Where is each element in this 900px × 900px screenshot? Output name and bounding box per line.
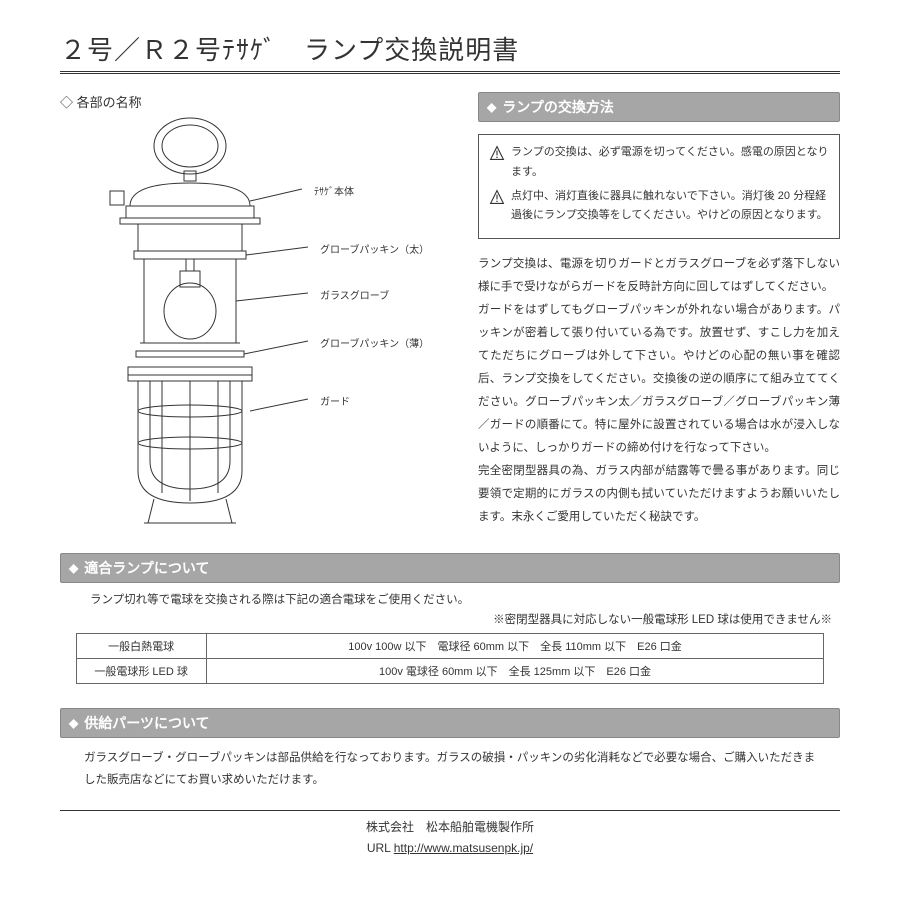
- warning-item: 点灯中、消灯直後に器具に触れないで下さい。消灯後 20 分程経過後にランプ交換等…: [489, 187, 829, 227]
- cell-name: 一般電球形 LED 球: [76, 659, 206, 684]
- footer: 株式会社 松本船舶電機製作所 URL http://www.matsusenpk…: [60, 810, 840, 860]
- right-column: ◆ ランプの交換方法 ランプの交換は、必ず電源を切ってください。感電の原因となり…: [478, 92, 840, 537]
- parts-heading-bar: ◆ 供給パーツについて: [60, 708, 840, 738]
- diamond-icon: ◆: [69, 716, 78, 730]
- lamp-svg: [50, 111, 430, 541]
- label-packing-thin: グローブパッキン（薄）: [320, 335, 429, 350]
- diamond-icon: ◆: [487, 100, 496, 114]
- diamond-icon: ◆: [69, 561, 78, 575]
- warning-box: ランプの交換は、必ず電源を切ってください。感電の原因となります。 点灯中、消灯直…: [478, 134, 840, 239]
- label-packing-thick: グローブパッキン（太）: [320, 241, 429, 256]
- compat-table: 一般白熱電球 100v 100w 以下 電球径 60mm 以下 全長 110mm…: [76, 633, 825, 684]
- compat-heading: 適合ランプについて: [84, 558, 209, 578]
- parts-names-heading: ◇ 各部の名称: [60, 92, 460, 111]
- label-body: ﾃｻｹﾞ本体: [314, 183, 354, 198]
- table-row: 一般白熱電球 100v 100w 以下 電球径 60mm 以下 全長 110mm…: [76, 634, 824, 659]
- compat-note: ※密閉型器具に対応しない一般電球形 LED 球は使用できません※: [60, 611, 832, 627]
- compat-heading-bar: ◆ 適合ランプについて: [60, 553, 840, 583]
- replacement-heading-bar: ◆ ランプの交換方法: [478, 92, 840, 122]
- company-url[interactable]: http://www.matsusenpk.jp/: [394, 841, 533, 855]
- lamp-diagram: ﾃｻｹﾞ本体 グローブパッキン（太） ガラスグローブ グローブパッキン（薄） ガ…: [60, 117, 460, 537]
- company-name: 株式会社 松本船舶電機製作所: [60, 817, 840, 839]
- main-two-column: ◇ 各部の名称: [60, 92, 840, 537]
- cell-name: 一般白熱電球: [76, 634, 206, 659]
- replacement-heading: ランプの交換方法: [502, 97, 614, 117]
- compat-intro: ランプ切れ等で電球を交換される際は下記の適合電球をご使用ください。: [90, 591, 840, 607]
- label-guard: ガード: [320, 393, 350, 408]
- warning-item: ランプの交換は、必ず電源を切ってください。感電の原因となります。: [489, 143, 829, 183]
- parts-body: ガラスグローブ・グローブパッキンは部品供給を行なっております。ガラスの破損・パッ…: [84, 748, 816, 792]
- left-column: ◇ 各部の名称: [60, 92, 460, 537]
- document-title: ２号／Ｒ２号ﾃｻｹﾞ ランプ交換説明書: [60, 30, 840, 74]
- warning-icon: [489, 145, 505, 161]
- warning-text: 点灯中、消灯直後に器具に触れないで下さい。消灯後 20 分程経過後にランプ交換等…: [511, 187, 829, 227]
- cell-spec: 100v 100w 以下 電球径 60mm 以下 全長 110mm 以下 E26…: [206, 634, 824, 659]
- footer-url-line: URL http://www.matsusenpk.jp/: [60, 838, 840, 860]
- warning-icon: [489, 189, 505, 205]
- label-glass-globe: ガラスグローブ: [320, 287, 389, 302]
- url-label: URL: [367, 841, 391, 855]
- instruction-body: ランプ交換は、電源を切りガードとガラスグローブを必ず落下しない様に手で受けながら…: [478, 253, 840, 529]
- cell-spec: 100v 電球径 60mm 以下 全長 125mm 以下 E26 口金: [206, 659, 824, 684]
- parts-heading: 供給パーツについて: [84, 713, 209, 733]
- warning-text: ランプの交換は、必ず電源を切ってください。感電の原因となります。: [511, 143, 829, 183]
- table-row: 一般電球形 LED 球 100v 電球径 60mm 以下 全長 125mm 以下…: [76, 659, 824, 684]
